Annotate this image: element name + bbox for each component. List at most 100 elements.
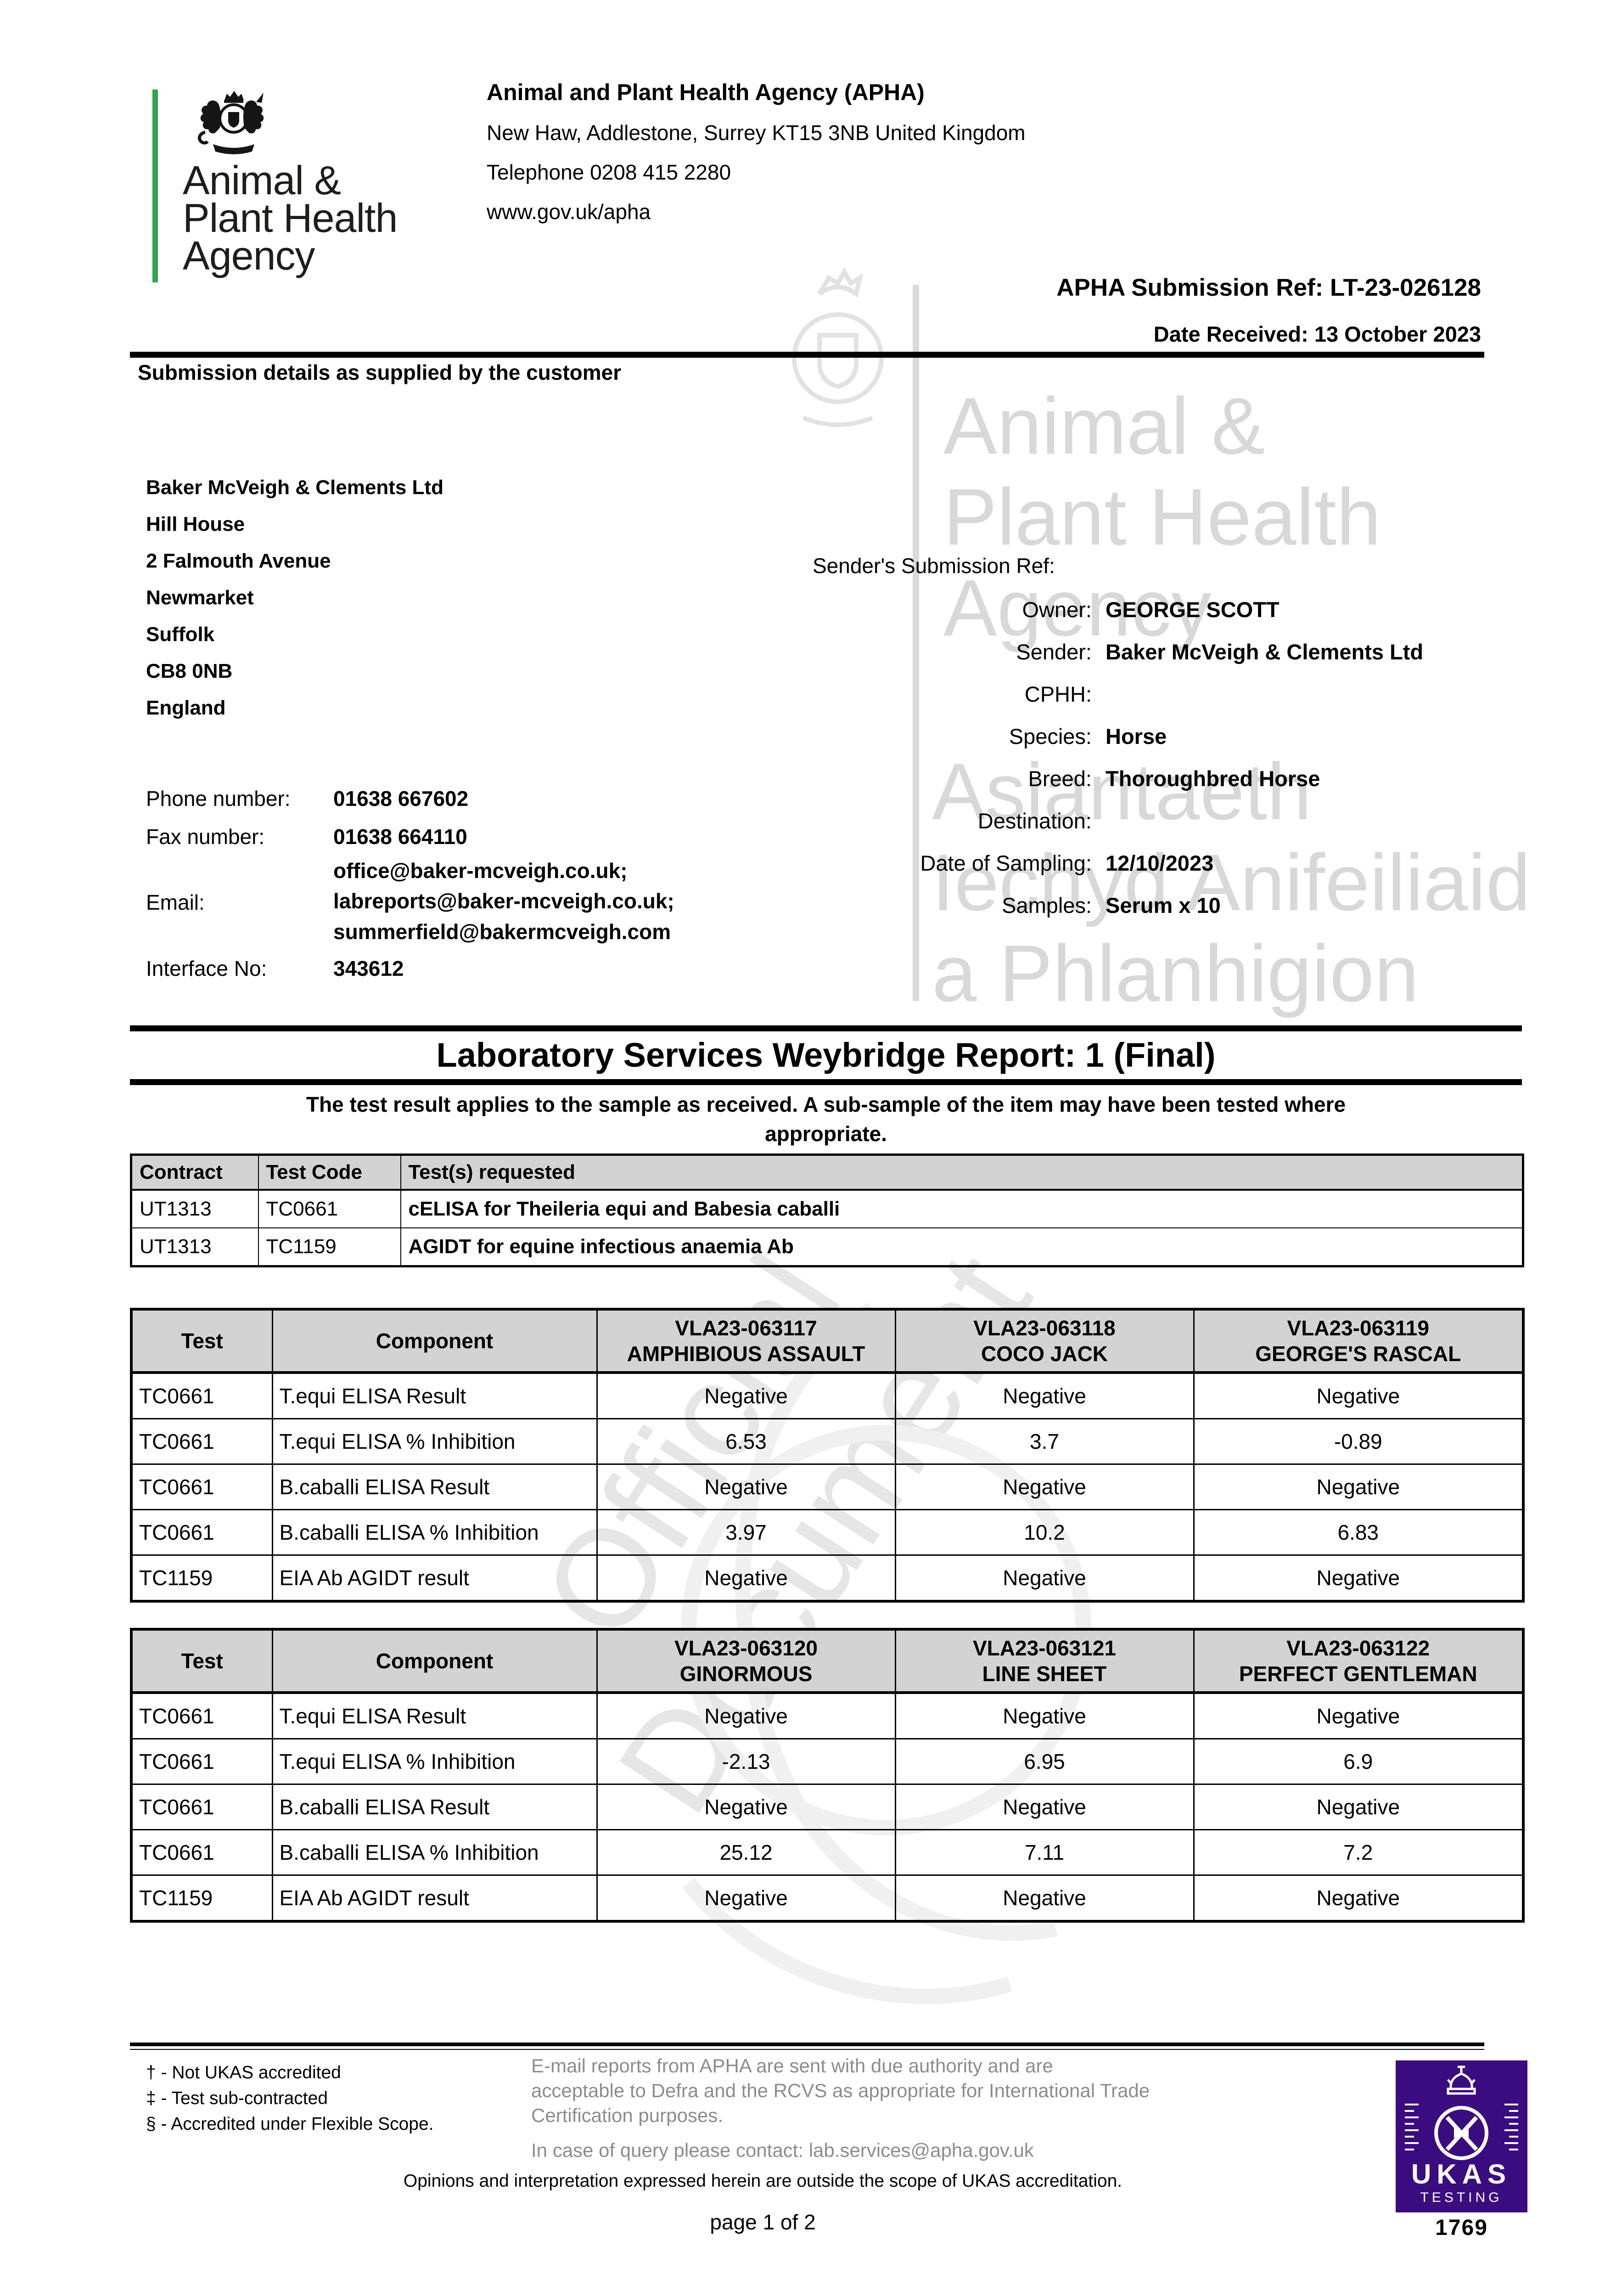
header-cell-sample: VLA23-063118 COCO JACK [894, 1308, 1195, 1374]
header-cell-sample: VLA23-063121 LINE SHEET [894, 1628, 1195, 1694]
cell-component: T.equi ELISA Result [271, 1372, 598, 1419]
cell-result: 10.2 [894, 1509, 1195, 1556]
results-table-2: Test Component VLA23-063120 GINORMOUS VL… [130, 1628, 1525, 1923]
cell-result: Negative [894, 1874, 1195, 1922]
detail-value: GEORGE SCOTT [1106, 597, 1280, 622]
cell-result: 7.11 [894, 1829, 1195, 1876]
sample-ref: VLA23-063122 [1286, 1636, 1430, 1660]
table-header-row: Test Component VLA23-063117 AMPHIBIOUS A… [130, 1308, 1524, 1374]
logo-accent-bar [152, 90, 158, 282]
table-row: TC0661 T.equi ELISA % Inhibition -2.13 6… [130, 1738, 1524, 1785]
header-cell: Test(s) requested [400, 1154, 1524, 1191]
watermark-english: Animal & Plant Health Agency [943, 381, 1381, 654]
customer-address-line: Suffolk [146, 623, 215, 646]
agency-website: www.gov.uk/apha [487, 200, 651, 224]
sample-name: GINORMOUS [679, 1662, 813, 1686]
report-title: Laboratory Services Weybridge Report: 1 … [436, 1036, 1216, 1074]
customer-address-line: 2 Falmouth Avenue [146, 550, 331, 572]
cell-test: TC0661 [130, 1418, 273, 1465]
table-row: TC0661 B.caballi ELISA % Inhibition 3.97… [130, 1509, 1524, 1556]
header-cell: Component [271, 1628, 598, 1694]
cell-contract: UT1313 [130, 1189, 259, 1228]
cell-contract: UT1313 [130, 1227, 259, 1267]
table-row: TC1159 EIA Ab AGIDT result Negative Nega… [130, 1874, 1524, 1922]
query-contact-note: In case of query please contact: lab.ser… [531, 2139, 1034, 2161]
submission-ref: APHA Submission Ref: LT-23-026128 [1056, 274, 1481, 301]
cell-result: Negative [894, 1692, 1195, 1739]
header-cell: Test [130, 1308, 273, 1374]
header-cell-sample: VLA23-063117 AMPHIBIOUS ASSAULT [596, 1308, 896, 1374]
header-cell-sample: VLA23-063122 PERFECT GENTLEMAN [1193, 1628, 1524, 1694]
cell-result: Negative [1193, 1692, 1524, 1739]
cell-component: EIA Ab AGIDT result [271, 1874, 598, 1922]
cell-component: EIA Ab AGIDT result [271, 1554, 598, 1602]
report-note-line: appropriate. [765, 1122, 887, 1146]
cell-result: 6.83 [1193, 1509, 1524, 1556]
watermark-welsh: Asiantaeth Iechyd Anifeiliaid a Phlanhig… [932, 747, 1531, 1019]
note-line: Certification purposes. [531, 2105, 723, 2126]
cell-component: T.equi ELISA % Inhibition [271, 1738, 598, 1785]
royal-coat-of-arms-icon [197, 91, 264, 154]
cell-result: Negative [596, 1784, 896, 1830]
cell-result: Negative [894, 1372, 1195, 1419]
agency-wordmark-line: Animal & [183, 158, 341, 203]
cell-result: Negative [894, 1554, 1195, 1602]
cell-test-code: TC0661 [258, 1189, 401, 1228]
cell-result: 7.2 [1193, 1829, 1524, 1876]
legend-line: § - Accredited under Flexible Scope. [146, 2114, 434, 2134]
legend-line: † - Not UKAS accredited [146, 2063, 341, 2082]
customer-address-line: CB8 0NB [146, 660, 233, 682]
header-cell: Test [130, 1628, 273, 1694]
customer-address-line: Hill House [146, 513, 245, 535]
cell-component: T.equi ELISA Result [271, 1692, 598, 1739]
legend-line: ‡ - Test sub-contracted [146, 2088, 328, 2108]
header-cell: Component [271, 1308, 598, 1374]
note-line: acceptable to Defra and the RCVS as appr… [531, 2080, 1150, 2101]
divider [130, 352, 1484, 358]
cell-requested: AGIDT for equine infectious anaemia Ab [400, 1227, 1524, 1267]
sample-name: GEORGE'S RASCAL [1255, 1342, 1461, 1366]
cell-result: Negative [1193, 1372, 1524, 1419]
detail-value: 12/10/2023 [1106, 851, 1214, 875]
accreditation-legend: † - Not UKAS accredited ‡ - Test sub-con… [146, 2060, 434, 2137]
watermark-separator-bar [913, 285, 919, 1001]
interface-label: Interface No: [146, 957, 267, 980]
watermark-text-line: Animal & [943, 382, 1265, 471]
fax-value: 01638 664110 [333, 825, 467, 849]
table-row: TC1159 EIA Ab AGIDT result Negative Nega… [130, 1554, 1524, 1602]
header-cell-sample: VLA23-063120 GINORMOUS [596, 1628, 896, 1694]
sample-ref: VLA23-063120 [674, 1636, 818, 1660]
agency-address: New Haw, Addlestone, Surrey KT15 3NB Uni… [487, 121, 1026, 145]
cell-test: TC0661 [130, 1738, 273, 1785]
email-authority-note: E-mail reports from APHA are sent with d… [531, 2054, 1150, 2128]
phone-label: Phone number: [146, 787, 291, 810]
sample-ref: VLA23-063117 [675, 1316, 817, 1340]
cell-result: Negative [596, 1554, 896, 1602]
cell-result: Negative [894, 1463, 1195, 1510]
cell-component: B.caballi ELISA Result [271, 1784, 598, 1830]
header-cell-sample: VLA23-063119 GEORGE'S RASCAL [1193, 1308, 1524, 1374]
agency-wordmark-line: Agency [183, 233, 315, 278]
cell-result: Negative [596, 1692, 896, 1739]
table-row: TC0661 B.caballi ELISA Result Negative N… [130, 1463, 1524, 1510]
table-row: TC0661 B.caballi ELISA Result Negative N… [130, 1784, 1524, 1830]
detail-value: Horse [1106, 724, 1167, 748]
ukas-number: 1769 [1435, 2216, 1488, 2240]
watermark-text-line: Agency [943, 563, 1212, 653]
date-received: Date Received: 13 October 2023 [1153, 322, 1481, 346]
sample-name: COCO JACK [981, 1342, 1108, 1366]
sample-ref: VLA23-063119 [1287, 1316, 1429, 1340]
cell-result: Negative [1193, 1554, 1524, 1602]
table-row: TC0661 T.equi ELISA Result Negative Nega… [130, 1372, 1524, 1419]
table-header-row: Test Component VLA23-063120 GINORMOUS VL… [130, 1628, 1524, 1694]
cell-test: TC0661 [130, 1784, 273, 1830]
header-cell: Contract [130, 1154, 259, 1191]
agency-wordmark: Animal & Plant Health Agency [183, 158, 398, 278]
sample-ref: VLA23-063118 [973, 1316, 1116, 1340]
results-table-1: Test Component VLA23-063117 AMPHIBIOUS A… [130, 1308, 1525, 1603]
cell-test: TC0661 [130, 1829, 273, 1876]
divider [130, 1079, 1522, 1085]
crown-icon [1447, 2065, 1476, 2095]
divider [130, 1025, 1522, 1031]
cell-test: TC1159 [130, 1554, 273, 1602]
